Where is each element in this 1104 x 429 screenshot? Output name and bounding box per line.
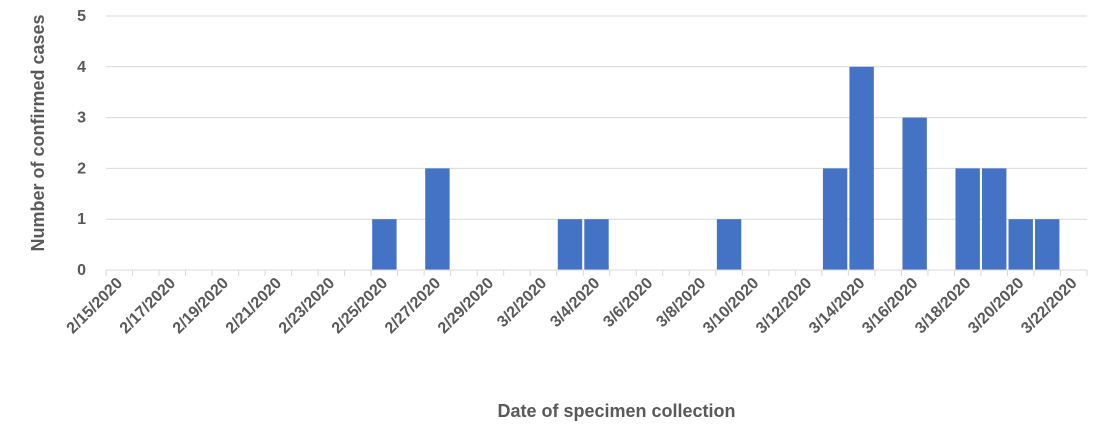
bar: [372, 219, 397, 270]
bar: [557, 219, 583, 270]
y-axis-title: Number of confirmed cases: [28, 14, 48, 251]
x-tick-label: 2/23/2020: [276, 275, 338, 337]
bars: [372, 66, 1060, 270]
x-tick-label: 3/12/2020: [753, 275, 815, 337]
x-tick-label: 3/8/2020: [653, 275, 709, 331]
x-tick-label: 3/22/2020: [1018, 275, 1080, 337]
x-tick-label: 2/17/2020: [117, 275, 179, 337]
y-tick-label: 5: [77, 8, 86, 25]
y-tick-label: 1: [77, 211, 86, 228]
x-tick-label: 2/25/2020: [329, 275, 391, 337]
x-tick-label: 3/14/2020: [806, 275, 868, 337]
bar: [425, 168, 450, 270]
bar: [902, 117, 927, 270]
x-tick-label: 2/29/2020: [435, 275, 497, 337]
bar: [1008, 219, 1033, 270]
y-tick-label: 0: [77, 262, 86, 279]
x-tick-label: 2/21/2020: [223, 275, 285, 337]
x-tick-label: 3/6/2020: [600, 275, 656, 331]
bar: [584, 219, 609, 270]
y-tick-label: 4: [77, 59, 86, 76]
x-tick-label: 3/10/2020: [700, 275, 762, 337]
x-tick-label: 3/20/2020: [965, 275, 1027, 337]
gridlines: [106, 15, 1087, 220]
x-tick-label: 2/19/2020: [170, 275, 232, 337]
x-tick-label: 3/16/2020: [859, 275, 921, 337]
x-axis-title: Date of specimen collection: [497, 401, 735, 421]
bar: [822, 168, 848, 270]
bar: [1035, 219, 1060, 270]
x-tick-label: 2/15/2020: [64, 275, 126, 337]
x-axis-ticks: 2/15/20202/17/20202/19/20202/21/20202/23…: [64, 275, 1081, 337]
bar: [955, 168, 980, 270]
y-tick-label: 3: [77, 110, 86, 127]
x-tick-label: 3/4/2020: [547, 275, 603, 331]
x-tick-label: 3/18/2020: [912, 275, 974, 337]
y-axis-ticks: 0 1 2 3 4 5: [77, 8, 86, 279]
bar: [849, 66, 874, 270]
x-tick-label: 3/2/2020: [494, 275, 550, 331]
x-axis: [105, 269, 1088, 276]
bar: [982, 168, 1007, 270]
bar: [716, 219, 742, 270]
y-tick-label: 2: [77, 160, 86, 177]
x-tick-label: 2/27/2020: [382, 275, 444, 337]
